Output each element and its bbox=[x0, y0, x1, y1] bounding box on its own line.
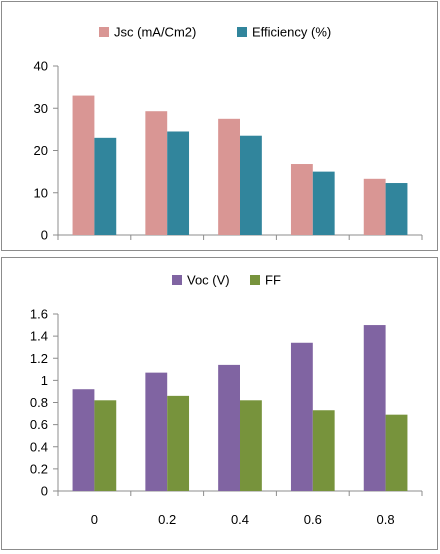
bar-ff-0-8 bbox=[385, 414, 408, 491]
y-tick-label: 0.8 bbox=[30, 395, 48, 410]
bar-voc-v-0-8 bbox=[363, 325, 386, 491]
bar-ff-0-4 bbox=[240, 400, 262, 491]
bar-efficiency-0-2 bbox=[167, 131, 190, 235]
bar-jsc-ma-cm2-0-6 bbox=[290, 164, 313, 235]
bar-voc-v-0-2 bbox=[145, 372, 168, 491]
bar-efficiency-0-4 bbox=[240, 135, 262, 235]
bar-efficiency-0-8 bbox=[385, 183, 408, 235]
chart-panel-bottom: 0 0.2 0.4 0.6 0.8 1 1.2 1.4 1.6 0 0.2 0.4 0.6 0.8 Voc … bbox=[1, 257, 438, 550]
bar-jsc-ma-cm2-0 bbox=[72, 95, 95, 235]
bar-efficiency-0-6 bbox=[312, 171, 335, 235]
y-tick-label: 0 bbox=[41, 484, 48, 499]
legend-label-efficiency: Efficiency (%) bbox=[252, 25, 331, 40]
x-tick-label: 0 bbox=[91, 512, 98, 527]
y-tick-label: 0.2 bbox=[30, 461, 48, 476]
bar-jsc-ma-cm2-0-2 bbox=[145, 111, 168, 235]
legend-swatch-efficiency bbox=[237, 27, 247, 37]
legend-swatch-ff bbox=[250, 275, 260, 285]
bar-ff-0-6 bbox=[312, 410, 335, 491]
bar-voc-v-0-4 bbox=[218, 364, 240, 491]
chart-jsc-efficiency: 0 10 20 30 40 Jsc (mA/Cm2) Efficiency (%) bbox=[34, 25, 423, 243]
y-tick-label: 0.6 bbox=[30, 417, 48, 432]
y-tick-label: 0.4 bbox=[30, 439, 48, 454]
y-tick-label: 0 bbox=[41, 228, 48, 243]
chart-panel-top: 0 10 20 30 40 Jsc (mA/Cm2) Efficiency (%) bbox=[1, 1, 438, 251]
legend-swatch-jsc-ma-cm2 bbox=[99, 27, 109, 37]
bar-jsc-ma-cm2-0-8 bbox=[363, 178, 386, 235]
y-tick-label: 40 bbox=[34, 59, 48, 74]
bar-ff-0-2 bbox=[167, 395, 190, 491]
bar-voc-v-0-6 bbox=[290, 342, 313, 491]
legend-label-jsc-ma-cm2: Jsc (mA/Cm2) bbox=[114, 25, 196, 40]
x-tick-label: 0.6 bbox=[304, 512, 322, 527]
legend-swatch-voc-v bbox=[172, 275, 182, 285]
legend-label-voc-v: Voc (V) bbox=[187, 273, 230, 288]
x-tick-label: 0.2 bbox=[158, 512, 176, 527]
chart-voc-ff: 0 0.2 0.4 0.6 0.8 1 1.2 1.4 1.6 0 0.2 0.4 0.6 0.8 Voc … bbox=[30, 273, 423, 527]
x-tick-label: 0.4 bbox=[231, 512, 249, 527]
bar-efficiency-0 bbox=[94, 137, 117, 235]
bar-jsc-ma-cm2-0-4 bbox=[218, 118, 240, 235]
y-tick-label: 30 bbox=[34, 101, 48, 116]
y-tick-label: 1 bbox=[41, 373, 48, 388]
bar-voc-v-0 bbox=[72, 389, 95, 491]
x-tick-label: 0.8 bbox=[377, 512, 395, 527]
y-tick-label: 1.2 bbox=[30, 351, 48, 366]
bar-ff-0 bbox=[94, 400, 117, 491]
y-tick-label: 1.6 bbox=[30, 307, 48, 322]
y-tick-label: 10 bbox=[34, 185, 48, 200]
y-tick-label: 1.4 bbox=[30, 329, 48, 344]
legend-label-ff: FF bbox=[265, 273, 281, 288]
y-tick-label: 20 bbox=[34, 143, 48, 158]
